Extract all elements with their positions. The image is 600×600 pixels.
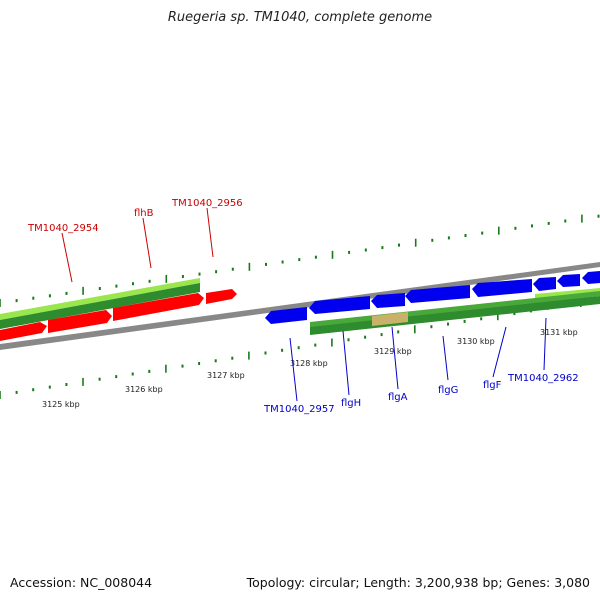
reverse-cds-dark-band (310, 296, 600, 335)
forward-cds-light-band (0, 278, 200, 320)
gene-label-flga: flgA (388, 392, 408, 403)
top-tick-track (0, 214, 600, 307)
gene-arrow (48, 310, 112, 333)
bottom-labels: TM1040_2957 flgH flgA flgG flgF TM1040_2… (263, 317, 579, 415)
gene-label-tm1040-2954: TM1040_2954 (27, 223, 99, 234)
genome-summary-text: Topology: circular; Length: 3,200,938 bp… (246, 575, 590, 590)
accession-text: Accession: NC_008044 (10, 575, 153, 590)
forward-cds-dark-band (0, 283, 200, 329)
top-labels: TM1040_2954 flhB TM1040_2956 (27, 198, 243, 283)
gene-label-tm1040-2957: TM1040_2957 (263, 404, 335, 415)
pseudo-band (372, 312, 408, 326)
scale-tick-label: 3131 kbp (540, 328, 578, 337)
genome-backbone (0, 262, 600, 350)
gene-arrow (0, 322, 47, 341)
gene-arrow (206, 289, 237, 304)
gene-arrow (265, 307, 307, 324)
gene-label-flgg: flgG (438, 385, 458, 396)
scale-tick-label: 3129 kbp (374, 347, 412, 356)
scale-tick-label: 3128 kbp (290, 359, 328, 368)
gene-label-flhb: flhB (134, 208, 154, 219)
gene-label-tm1040-2962: TM1040_2962 (507, 373, 579, 384)
gene-arrow (533, 277, 556, 291)
gene-arrow (582, 271, 600, 284)
scale-tick-label: 3127 kbp (207, 371, 245, 380)
reverse-genes (265, 271, 600, 324)
gene-arrow (113, 293, 204, 321)
gene-arrow (371, 293, 405, 308)
gene-arrow (309, 296, 370, 314)
gene-arrow (472, 279, 532, 297)
gene-arrow (557, 274, 580, 287)
scale-tick-label: 3130 kbp (457, 337, 495, 346)
map-title: Ruegeria sp. TM1040, complete genome (167, 10, 433, 25)
gene-arrow (405, 285, 470, 303)
scale-tick-label: 3125 kbp (42, 400, 80, 409)
gene-label-tm1040-2956: TM1040_2956 (171, 198, 243, 209)
scale-labels: 3125 kbp 3126 kbp 3127 kbp 3128 kbp 3129… (42, 328, 578, 409)
forward-genes (0, 289, 237, 341)
forward-feature-bands (0, 278, 200, 329)
scale-tick-label: 3126 kbp (125, 385, 163, 394)
gene-label-flgh: flgH (341, 398, 361, 409)
reverse-feature-bands (310, 288, 600, 335)
gene-label-flgf: flgF (483, 380, 502, 391)
